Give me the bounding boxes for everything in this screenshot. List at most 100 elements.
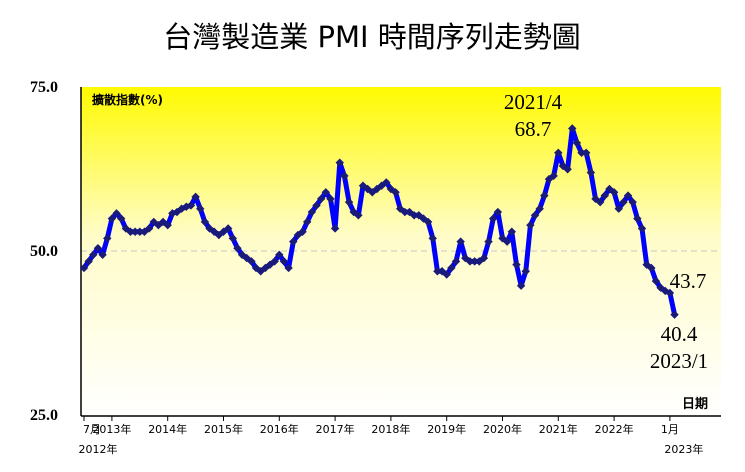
data-point <box>270 257 279 266</box>
data-point <box>535 204 544 213</box>
x-tick-label: 2013年 <box>92 422 131 436</box>
data-point <box>298 227 307 236</box>
data-point <box>368 188 377 197</box>
data-point <box>335 158 344 167</box>
data-point <box>623 191 633 200</box>
data-point <box>605 184 614 194</box>
data-point <box>321 188 330 197</box>
data-point <box>451 257 461 266</box>
data-point <box>637 224 647 233</box>
data-point <box>84 257 93 266</box>
x-tick-label: 2016年 <box>260 422 299 436</box>
data-point <box>275 250 284 259</box>
data-point <box>614 204 623 213</box>
y-tick-75: 75.0 <box>30 79 58 96</box>
data-point <box>554 148 563 157</box>
data-point <box>540 191 549 200</box>
y-axis-label: 擴散指數(%) <box>92 92 163 107</box>
x-tick-label: 2014年 <box>148 422 187 436</box>
data-point <box>670 310 679 319</box>
data-point <box>628 197 637 207</box>
x-tick-label: 2015年 <box>204 422 243 436</box>
y-tick-25: 25.0 <box>30 407 58 424</box>
data-point <box>568 124 577 133</box>
data-point <box>498 234 507 243</box>
data-point <box>558 161 568 171</box>
data-point <box>279 257 289 266</box>
series-pmi <box>79 124 679 319</box>
data-point <box>665 288 675 298</box>
data-point <box>107 214 117 223</box>
data-point <box>289 237 298 246</box>
data-point <box>549 171 558 181</box>
data-point <box>479 253 489 263</box>
data-point <box>423 217 433 227</box>
x-axis-label: 日期 <box>682 397 708 412</box>
chart-title: 台灣製造業 PMI 時間序列走勢圖 <box>163 20 581 54</box>
data-point <box>609 188 619 197</box>
data-point <box>196 204 205 213</box>
data-point <box>656 283 665 292</box>
data-point <box>98 250 107 259</box>
data-point <box>414 211 423 220</box>
data-point <box>303 217 312 227</box>
data-point <box>493 207 503 217</box>
data-point <box>135 227 144 236</box>
data-point <box>112 209 121 218</box>
x-year-label: 2012年 <box>79 442 118 456</box>
data-point <box>489 214 498 223</box>
data-point <box>400 207 410 217</box>
x-tick-label: 2020年 <box>483 422 522 436</box>
data-point <box>530 211 540 220</box>
data-point <box>647 263 656 273</box>
x-tick-label: 2017年 <box>316 422 355 436</box>
annotation-last-date: 2023/1 <box>650 349 708 373</box>
data-point <box>516 281 526 290</box>
data-point <box>586 168 596 177</box>
data-point <box>447 263 456 273</box>
data-point <box>163 220 172 230</box>
data-point <box>247 257 256 266</box>
data-point <box>470 257 479 266</box>
data-point <box>307 207 317 217</box>
x-tick-label: 2019年 <box>427 422 466 436</box>
data-point <box>233 244 242 253</box>
annotation-peak-value: 68.7 <box>515 117 552 141</box>
data-point <box>284 263 293 273</box>
data-point <box>465 257 475 266</box>
data-point <box>117 214 126 223</box>
data-point <box>200 217 210 227</box>
data-point <box>340 171 349 181</box>
data-point <box>144 224 154 233</box>
data-point <box>391 188 400 197</box>
data-point <box>582 148 591 157</box>
annotation-last-value: 40.4 <box>661 322 698 346</box>
data-point <box>316 194 326 204</box>
x-year-label: 2023年 <box>664 442 703 456</box>
data-point <box>326 194 335 204</box>
data-point <box>130 227 140 236</box>
data-point <box>312 201 321 210</box>
data-point <box>242 253 251 263</box>
data-point <box>595 197 605 207</box>
data-point <box>186 201 196 210</box>
data-point <box>344 197 354 207</box>
data-point <box>507 227 516 236</box>
data-point <box>330 224 340 233</box>
data-point <box>121 224 131 233</box>
x-tick-label: 7月 <box>83 423 101 436</box>
annotation-peak-date: 2021/4 <box>504 90 563 114</box>
data-point <box>521 267 530 276</box>
data-point <box>600 191 609 200</box>
data-point <box>79 263 89 273</box>
y-tick-50: 50.0 <box>30 243 58 260</box>
data-point <box>382 178 391 187</box>
data-point <box>526 220 535 230</box>
data-point <box>191 192 200 202</box>
data-point <box>484 237 493 246</box>
data-point <box>103 234 112 243</box>
data-point <box>502 237 512 246</box>
x-tick-label: 2018年 <box>371 422 410 436</box>
